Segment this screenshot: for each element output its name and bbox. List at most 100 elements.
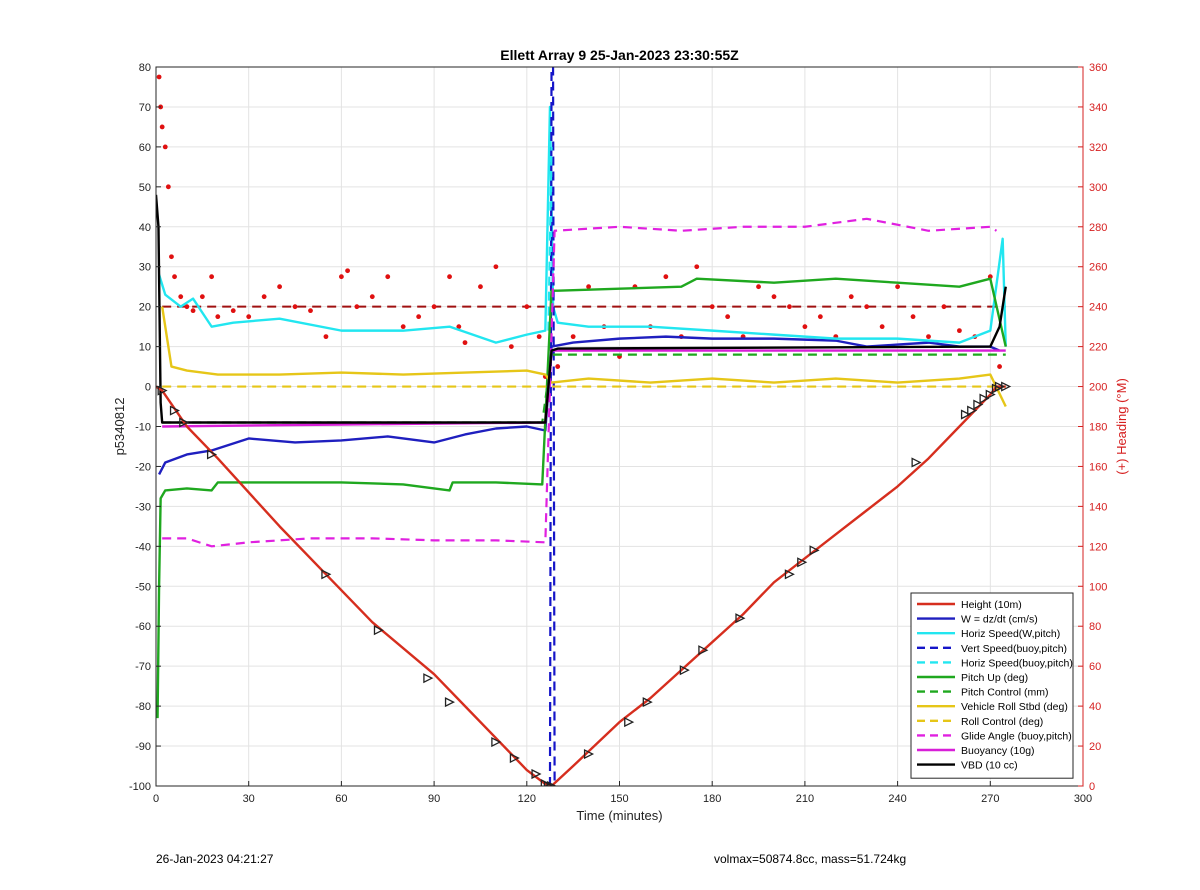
heading-point bbox=[169, 254, 174, 260]
plot-series-group bbox=[156, 67, 1012, 786]
y2-tick-label: 120 bbox=[1089, 541, 1107, 553]
heading-point bbox=[694, 264, 700, 270]
heading-point bbox=[725, 314, 731, 320]
x-tick-label: 150 bbox=[610, 793, 628, 805]
height-marker bbox=[979, 393, 990, 404]
heading-point bbox=[756, 284, 761, 290]
heading-point bbox=[431, 304, 437, 310]
y-tick-label: -20 bbox=[135, 461, 151, 473]
height-marker bbox=[321, 569, 332, 580]
heading-point bbox=[478, 284, 483, 290]
y-tick-label: 30 bbox=[139, 262, 151, 274]
heading-point bbox=[895, 284, 900, 290]
y2-tick-label: 40 bbox=[1089, 701, 1101, 713]
series-line-0 bbox=[156, 385, 1006, 786]
heading-point bbox=[802, 324, 808, 330]
heading-point bbox=[215, 314, 221, 320]
y2-tick-label: 260 bbox=[1089, 262, 1107, 274]
height-marker bbox=[179, 417, 190, 428]
legend-label: Buoyancy (10g) bbox=[961, 745, 1035, 757]
heading-point bbox=[323, 334, 329, 340]
heading-point bbox=[190, 308, 196, 314]
height-marker bbox=[642, 697, 653, 708]
heading-point bbox=[400, 324, 406, 330]
x-tick-label: 300 bbox=[1074, 793, 1092, 805]
footer-timestamp: 26-Jan-2023 04:21:27 bbox=[156, 852, 274, 866]
x-tick-label: 120 bbox=[518, 793, 536, 805]
heading-point bbox=[771, 294, 777, 300]
heading-point bbox=[848, 294, 854, 300]
x-tick-label: 0 bbox=[153, 793, 159, 805]
height-marker bbox=[973, 399, 984, 410]
heading-point bbox=[879, 324, 885, 330]
y2-tick-label: 280 bbox=[1089, 222, 1107, 234]
heading-point bbox=[462, 340, 468, 346]
legend-label: Vert Speed(buoy,pitch) bbox=[961, 643, 1067, 655]
heading-point bbox=[957, 328, 962, 334]
y-tick-label: -100 bbox=[129, 781, 151, 793]
y-tick-label: 50 bbox=[139, 182, 151, 194]
height-marker bbox=[698, 645, 709, 656]
height-marker bbox=[157, 385, 168, 396]
y2-tick-label: 300 bbox=[1089, 182, 1107, 194]
legend-label: Pitch Control (mm) bbox=[961, 687, 1049, 699]
y-tick-label: 70 bbox=[139, 102, 151, 114]
x-axis-label: Time (minutes) bbox=[576, 808, 662, 823]
legend-box bbox=[910, 592, 1074, 779]
series-line-2 bbox=[157, 105, 1007, 347]
y2-tick-label: 220 bbox=[1089, 342, 1107, 354]
heading-point bbox=[456, 324, 462, 330]
y2-tick-label: 240 bbox=[1089, 302, 1107, 314]
height-marker bbox=[967, 405, 978, 416]
heading-point bbox=[277, 284, 282, 290]
heading-point bbox=[292, 304, 298, 310]
series-line-4 bbox=[547, 146, 553, 331]
y-tick-label: 80 bbox=[139, 62, 151, 74]
height-marker bbox=[543, 780, 554, 786]
y2-tick-label: 360 bbox=[1089, 62, 1107, 74]
x-tick-label: 90 bbox=[428, 793, 440, 805]
heading-point bbox=[524, 304, 530, 310]
height-marker bbox=[373, 625, 384, 636]
x-tick-label: 270 bbox=[981, 793, 999, 805]
y2-tick-label: 80 bbox=[1089, 621, 1101, 633]
heading-point bbox=[910, 314, 916, 320]
heading-point bbox=[199, 294, 205, 300]
heading-point bbox=[156, 74, 162, 80]
heading-point bbox=[261, 294, 267, 300]
y2-tick-label: 20 bbox=[1089, 741, 1101, 753]
y2-tick-label: 0 bbox=[1089, 781, 1095, 793]
y2-tick-label: 140 bbox=[1089, 501, 1107, 513]
y-tick-label: 20 bbox=[139, 302, 151, 314]
height-marker bbox=[546, 780, 557, 786]
height-marker bbox=[583, 748, 595, 760]
y2-tick-label: 340 bbox=[1089, 102, 1107, 114]
y2-tick-label: 180 bbox=[1089, 422, 1107, 434]
heading-point bbox=[172, 274, 177, 280]
height-marker bbox=[679, 665, 690, 676]
heading-point bbox=[416, 314, 422, 320]
height-marker bbox=[169, 405, 180, 416]
heading-point bbox=[246, 314, 252, 320]
y2-tick-label: 320 bbox=[1089, 142, 1107, 154]
height-marker bbox=[1001, 381, 1012, 392]
height-marker bbox=[491, 737, 502, 748]
legend-label: Horiz Speed(buoy,pitch) bbox=[961, 657, 1073, 669]
y2-tick-label: 160 bbox=[1089, 461, 1107, 473]
legend-label: Horiz Speed(W,pitch) bbox=[961, 628, 1060, 640]
y-tick-label: 60 bbox=[139, 142, 151, 154]
legend-label: Vehicle Roll Stbd (deg) bbox=[961, 701, 1068, 713]
height-marker bbox=[735, 613, 746, 624]
series-line-5 bbox=[156, 277, 1007, 719]
heading-point bbox=[209, 274, 215, 280]
y-tick-label: -70 bbox=[135, 661, 151, 673]
series-line-11 bbox=[156, 194, 1007, 424]
legend-label: Height (10m) bbox=[961, 599, 1022, 611]
y-tick-label: -40 bbox=[135, 541, 151, 553]
height-marker bbox=[809, 545, 820, 556]
legend-label: W = dz/dt (cm/s) bbox=[961, 614, 1038, 626]
heading-point bbox=[663, 274, 669, 280]
heading-point bbox=[926, 334, 931, 340]
